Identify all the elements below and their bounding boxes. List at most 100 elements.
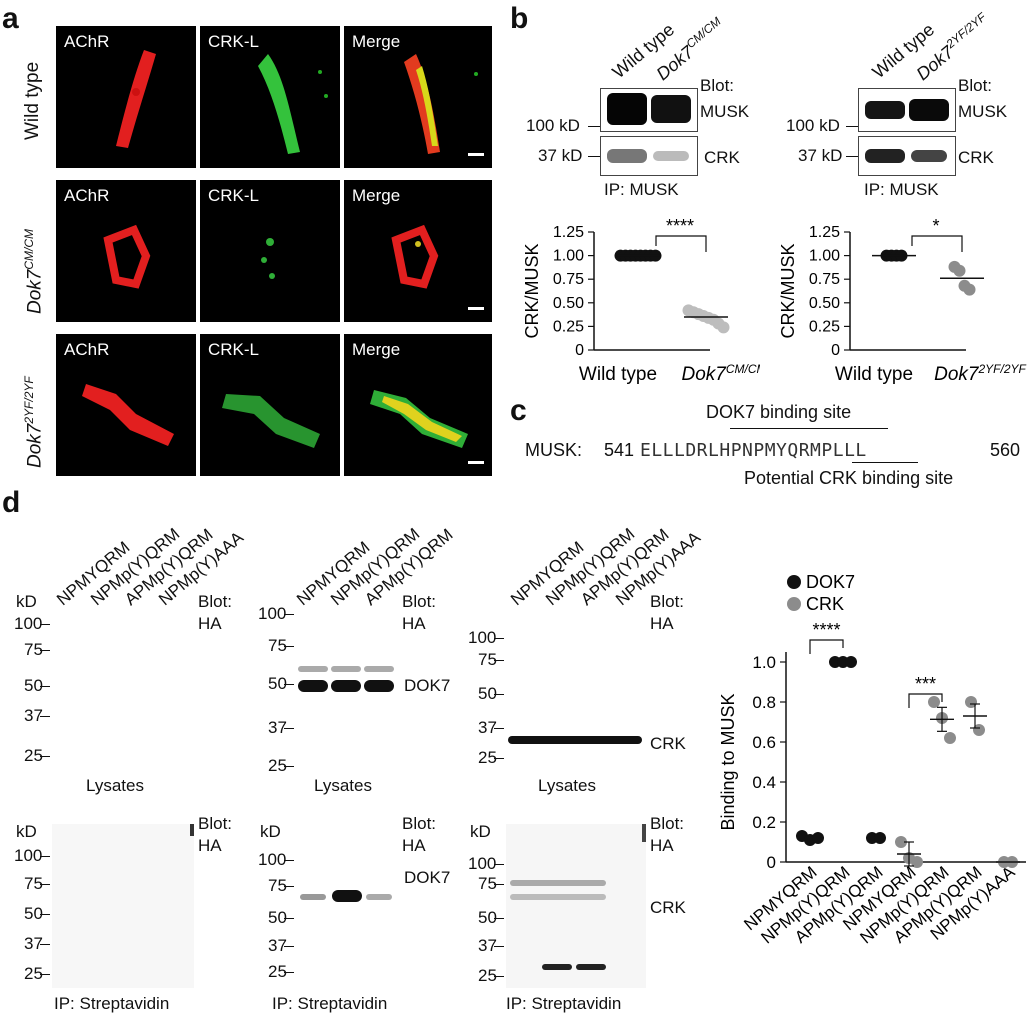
lysates-label: Lysates — [538, 776, 596, 795]
blot-d3-lysates — [506, 606, 646, 770]
data-point — [812, 832, 824, 844]
mw-37: 37 kD — [538, 146, 583, 165]
mw-label: 37 — [24, 934, 43, 953]
label-merge: Merge — [352, 32, 401, 51]
mw-tick — [284, 766, 294, 767]
x-category-label: Wild type — [835, 364, 913, 385]
micrograph-wt-crkl: CRK-L — [200, 26, 340, 168]
y-tick-label: 1.00 — [553, 248, 584, 265]
y-tick-label: 0.8 — [752, 693, 776, 712]
x-category-label: Wild type — [579, 364, 657, 385]
mw-tick — [494, 884, 504, 885]
legend-label: CRK — [806, 594, 844, 614]
crk-label: CRK — [704, 148, 740, 167]
blot-d1-lysates — [52, 606, 194, 770]
data-point — [845, 656, 857, 668]
dok7-binding-site-label: DOK7 binding site — [706, 402, 852, 422]
y-axis-label: Binding to MUSK — [718, 693, 738, 830]
mw-label: 37 — [24, 706, 43, 725]
kd-label: kD — [470, 822, 491, 841]
ip-streptavidin-label: IP: Streptavidin — [272, 994, 388, 1013]
y-tick-label: 0.25 — [809, 318, 840, 335]
blot-d3-ip — [506, 824, 646, 988]
mw-label: 37 — [478, 936, 497, 955]
ip-label: IP: MUSK — [864, 180, 939, 199]
musk-label: MUSK — [700, 102, 750, 121]
y-tick-label: 1.25 — [809, 224, 840, 241]
y-axis-label: CRK/MUSK — [522, 243, 542, 338]
significance-bracket — [809, 639, 844, 654]
significance-label: **** — [666, 216, 694, 236]
dok7-site-bar — [730, 428, 888, 429]
label-achr: AChR — [64, 340, 110, 359]
mw-label: 50 — [478, 908, 497, 927]
mw-label: 50 — [268, 908, 287, 927]
mw-label: 100 — [14, 846, 43, 865]
crk-label: CRK — [958, 148, 994, 167]
mw-tick — [284, 946, 294, 947]
blot-crk-right — [858, 136, 956, 176]
blot-label: Blot: — [650, 814, 685, 833]
row-label-dok7-2yf: Dok72YF/2YF — [22, 376, 46, 468]
mw-label: 75 — [268, 636, 287, 655]
mw-label: 37 — [478, 718, 497, 737]
seq-end: 560 — [990, 440, 1021, 460]
mw-label: 75 — [478, 650, 497, 669]
y-tick-label: 0.75 — [553, 271, 584, 288]
row-label-dok7-cm: Dok7CM/CM — [22, 228, 46, 314]
blot-label: Blot: — [402, 592, 437, 611]
mw-tick — [588, 156, 600, 157]
blot-d1-ip — [52, 824, 194, 988]
mw-tick — [846, 156, 858, 157]
mw-label: 50 — [24, 676, 43, 695]
scale-bar — [468, 307, 484, 310]
micrograph-cm-crkl: CRK-L — [200, 180, 340, 322]
kd-label: kD — [16, 592, 37, 611]
mw-label: 25 — [24, 964, 43, 983]
row-label-wild-type: Wild type — [22, 61, 43, 140]
mw-label: 100 — [468, 628, 497, 647]
dok7-label: DOK7 — [404, 868, 451, 887]
mw-label: 50 — [478, 684, 497, 703]
mw-label: 25 — [268, 756, 287, 775]
data-point — [895, 836, 907, 848]
blot-label: Blot: — [198, 592, 233, 611]
panel-d-letter: d — [2, 486, 21, 519]
y-tick-label: 0.6 — [752, 733, 776, 752]
mw-tick — [40, 914, 50, 915]
mw-label: 100 — [258, 604, 287, 623]
mw-label: 100 — [258, 850, 287, 869]
micrograph-2yf-crkl: CRK-L — [200, 334, 340, 476]
musk-sequence: ELLLDRLHPNPMYQRMPLLL — [640, 440, 867, 461]
mw-tick — [588, 126, 600, 127]
panel-a-letter: a — [2, 2, 19, 35]
label-crkl: CRK-L — [208, 32, 260, 51]
y-tick-label: 0 — [831, 342, 840, 359]
data-point — [973, 724, 985, 736]
mw-tick — [284, 918, 294, 919]
musk-prefix: MUSK: — [525, 440, 583, 460]
ha-label: HA — [650, 614, 674, 633]
lysates-label: Lysates — [86, 776, 144, 795]
y-tick-label: 0.75 — [809, 271, 840, 288]
mw-tick — [40, 756, 50, 757]
chart-b-left: 0 0.25 0.50 0.75 1.00 1.25 CRK/MUSK **** Wild ty… — [522, 216, 760, 385]
significance-label: *** — [915, 674, 936, 694]
seq-start: 541 — [604, 440, 635, 460]
blot-label: Blot: — [958, 76, 993, 95]
blot-d2-lysates — [296, 606, 398, 770]
data-point — [717, 321, 730, 334]
legend-label: DOK7 — [806, 572, 855, 592]
mw-tick — [284, 728, 294, 729]
mw-tick — [284, 684, 294, 685]
mw-tick — [284, 614, 294, 615]
mw-label: 75 — [268, 876, 287, 895]
mw-label: 25 — [478, 966, 497, 985]
mw-tick — [494, 660, 504, 661]
label-achr: AChR — [64, 32, 110, 51]
mw-label: 37 — [268, 936, 287, 955]
legend-marker — [787, 597, 801, 611]
data-point — [963, 283, 976, 296]
data-point — [911, 856, 923, 868]
mw-tick — [40, 974, 50, 975]
